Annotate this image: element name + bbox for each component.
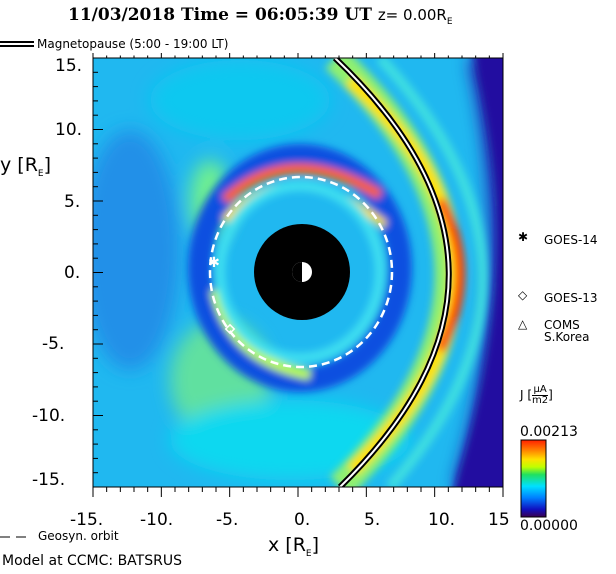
y-tick: 5. [64,192,81,212]
colorbar-min: 0.00000 [520,518,578,534]
goes14-marker: ✱ [208,255,220,271]
goes14-legend-icon: ✱ [518,230,529,244]
y-tick: 10. [55,120,83,140]
coms-legend-icon: △ [518,317,528,331]
goes13-legend-label: GOES-13 [544,291,598,305]
y-tick: 15. [55,56,83,76]
x-axis-label: x [RE] [268,534,320,559]
magnetopause-legend-label: Magnetopause (5:00 - 19:00 LT) [37,37,229,51]
x-tick: 5. [364,510,381,530]
plot-title: 11/03/2018 Time = 06:05:39 UT z= 0.00RE [68,5,453,27]
x-tick: 10. [428,510,456,530]
goes13-marker [224,323,236,335]
y-tick: -15. [32,470,66,490]
coms-legend-label: COMS S.Korea [544,318,590,344]
x-tick: -15. [70,510,104,530]
goes13-legend-icon: ◇ [518,288,528,302]
footer-credit: Model at CCMC: BATSRUS [2,553,182,569]
x-tick: -5. [216,510,239,530]
geosyn-legend-label: Geosyn. orbit [38,529,119,543]
heatmap-field: ✱ [93,58,503,487]
colorbar-max: 0.00213 [520,424,578,440]
y-axis-label: y [RE] [0,154,52,179]
goes14-legend-label: GOES-14 [544,233,598,247]
colorbar-units: J [µA m2] [520,384,553,406]
x-tick: -10. [140,510,174,530]
y-tick: -5. [42,334,65,354]
magnetopause-legend-line [0,41,34,47]
x-tick: 15 [488,510,510,530]
y-tick: 0. [64,263,81,283]
y-tick: -10. [32,406,66,426]
geosyn-orbit [208,175,394,369]
x-tick: 0. [294,510,311,530]
colorbar [520,439,547,518]
axis-ticks [92,53,504,497]
